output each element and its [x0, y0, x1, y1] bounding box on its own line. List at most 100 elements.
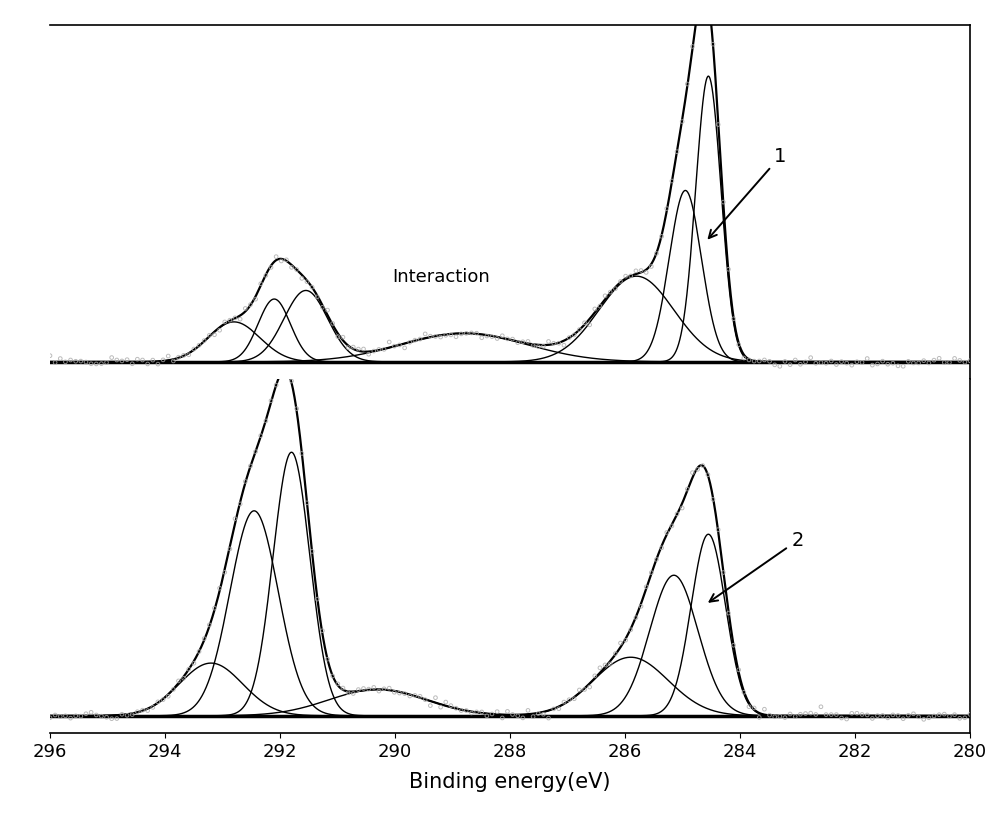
Point	[597, 658, 613, 672]
Text: Interaction: Interaction	[392, 268, 490, 286]
Point	[839, 357, 855, 370]
Point	[844, 358, 860, 372]
Point	[818, 357, 834, 370]
Point	[654, 230, 670, 243]
Point	[700, 0, 716, 6]
Point	[170, 674, 186, 687]
Point	[212, 582, 228, 595]
Point	[448, 701, 464, 714]
Point	[335, 330, 351, 344]
Point	[941, 356, 957, 369]
Point	[803, 706, 819, 719]
Point	[494, 329, 510, 342]
Point	[114, 354, 130, 368]
Point	[736, 352, 752, 365]
Point	[284, 374, 300, 387]
Point	[792, 358, 808, 371]
Point	[767, 710, 783, 723]
Point	[99, 710, 115, 723]
Point	[705, 493, 721, 506]
Point	[458, 704, 474, 717]
Point	[628, 265, 644, 278]
Point	[68, 709, 84, 723]
Point	[176, 349, 192, 362]
Point	[664, 519, 680, 532]
Point	[140, 704, 156, 717]
Point	[201, 329, 217, 342]
Point	[83, 357, 99, 370]
Point	[309, 592, 325, 606]
Point	[571, 683, 587, 696]
Point	[803, 351, 819, 364]
Point	[242, 460, 258, 473]
Point	[921, 711, 937, 724]
Point	[438, 329, 454, 342]
Point	[633, 264, 649, 277]
Point	[345, 340, 361, 353]
Point	[551, 702, 567, 715]
Point	[242, 298, 258, 311]
Point	[849, 355, 865, 368]
Point	[42, 349, 58, 363]
Point	[643, 260, 659, 273]
Point	[813, 356, 829, 369]
Point	[356, 343, 372, 356]
Point	[320, 653, 336, 666]
Point	[52, 352, 68, 365]
Point	[361, 348, 377, 361]
Point	[366, 344, 382, 358]
Point	[515, 711, 531, 724]
Point	[916, 713, 932, 726]
Point	[217, 316, 233, 329]
Point	[129, 705, 145, 719]
Point	[741, 700, 757, 714]
Point	[114, 708, 130, 721]
Point	[715, 566, 731, 579]
Point	[715, 195, 731, 208]
Point	[659, 202, 675, 215]
Point	[613, 636, 629, 649]
Point	[448, 330, 464, 344]
Point	[864, 712, 880, 725]
Point	[623, 269, 639, 283]
Point	[931, 352, 947, 365]
Point	[926, 353, 942, 367]
Point	[145, 353, 161, 367]
Point	[68, 354, 84, 368]
Point	[93, 709, 109, 723]
Point	[520, 704, 536, 717]
Point	[505, 333, 521, 346]
Point	[340, 686, 356, 700]
Point	[911, 356, 927, 369]
Point	[875, 354, 891, 368]
Point	[900, 709, 916, 722]
Point	[767, 358, 783, 372]
Point	[397, 687, 413, 700]
Point	[150, 358, 166, 371]
Point	[587, 669, 603, 682]
Point	[232, 312, 248, 325]
Point	[854, 708, 870, 721]
X-axis label: Binding energy(eV): Binding energy(eV)	[409, 772, 611, 792]
Point	[422, 330, 438, 343]
Point	[515, 335, 531, 349]
Point	[489, 332, 505, 345]
Point	[278, 253, 294, 266]
Point	[823, 708, 839, 721]
Point	[135, 353, 151, 367]
Point	[787, 710, 803, 723]
Point	[453, 327, 469, 340]
Point	[905, 707, 921, 720]
Point	[777, 711, 793, 724]
Point	[731, 338, 747, 351]
Point	[618, 269, 634, 283]
Point	[834, 711, 850, 724]
Point	[42, 711, 58, 724]
Point	[654, 541, 670, 555]
Point	[499, 705, 515, 718]
Point	[869, 358, 885, 371]
Point	[206, 328, 222, 341]
Point	[690, 463, 706, 476]
Point	[340, 341, 356, 354]
Point	[201, 618, 217, 631]
